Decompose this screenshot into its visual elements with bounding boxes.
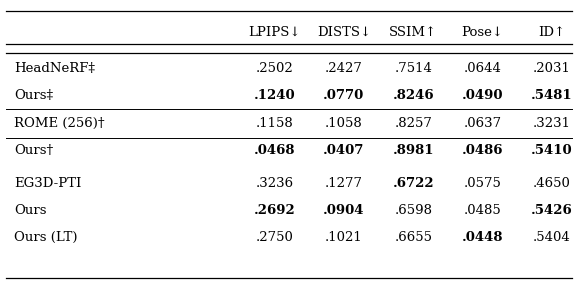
Text: .2427: .2427 [325, 62, 363, 75]
Text: .7514: .7514 [394, 62, 432, 75]
Text: .6655: .6655 [394, 231, 432, 244]
Text: Ours†: Ours† [14, 144, 54, 157]
Text: HeadNeRF‡: HeadNeRF‡ [14, 62, 95, 75]
Text: Ours‡: Ours‡ [14, 89, 54, 102]
Text: .0485: .0485 [464, 204, 502, 217]
Text: .0490: .0490 [462, 89, 503, 102]
Text: .1021: .1021 [325, 231, 363, 244]
Text: .0637: .0637 [464, 117, 502, 130]
Text: .1158: .1158 [255, 117, 294, 130]
Text: .0486: .0486 [462, 144, 503, 157]
Text: .0448: .0448 [462, 231, 503, 244]
Text: .2750: .2750 [255, 231, 294, 244]
Text: Ours: Ours [14, 204, 47, 217]
Text: .1277: .1277 [325, 177, 363, 190]
Text: EG3D-PTI: EG3D-PTI [14, 177, 82, 190]
Text: .3231: .3231 [533, 117, 571, 130]
Text: .2692: .2692 [254, 204, 295, 217]
Text: .3236: .3236 [255, 177, 294, 190]
Text: .0407: .0407 [323, 144, 365, 157]
Text: .2031: .2031 [533, 62, 571, 75]
Text: .8246: .8246 [392, 89, 434, 102]
Text: .2502: .2502 [255, 62, 294, 75]
Text: .0644: .0644 [464, 62, 502, 75]
Text: .5410: .5410 [531, 144, 573, 157]
Text: .1058: .1058 [325, 117, 363, 130]
Text: DISTS↓: DISTS↓ [317, 26, 371, 39]
Text: ROME (256)†: ROME (256)† [14, 117, 105, 130]
Text: .8981: .8981 [392, 144, 434, 157]
Text: .0904: .0904 [323, 204, 365, 217]
Text: Pose↓: Pose↓ [462, 26, 503, 39]
Text: .5404: .5404 [533, 231, 571, 244]
Text: .6598: .6598 [394, 204, 432, 217]
Text: .4650: .4650 [533, 177, 571, 190]
Text: .8257: .8257 [394, 117, 432, 130]
Text: .0468: .0468 [254, 144, 295, 157]
Text: .6722: .6722 [392, 177, 434, 190]
Text: ID↑: ID↑ [539, 26, 565, 39]
Text: Ours (LT): Ours (LT) [14, 231, 78, 244]
Text: .1240: .1240 [254, 89, 295, 102]
Text: .5481: .5481 [531, 89, 573, 102]
Text: .5426: .5426 [531, 204, 573, 217]
Text: LPIPS↓: LPIPS↓ [249, 26, 301, 39]
Text: SSIM↑: SSIM↑ [389, 26, 438, 39]
Text: .0575: .0575 [464, 177, 502, 190]
Text: .0770: .0770 [323, 89, 365, 102]
